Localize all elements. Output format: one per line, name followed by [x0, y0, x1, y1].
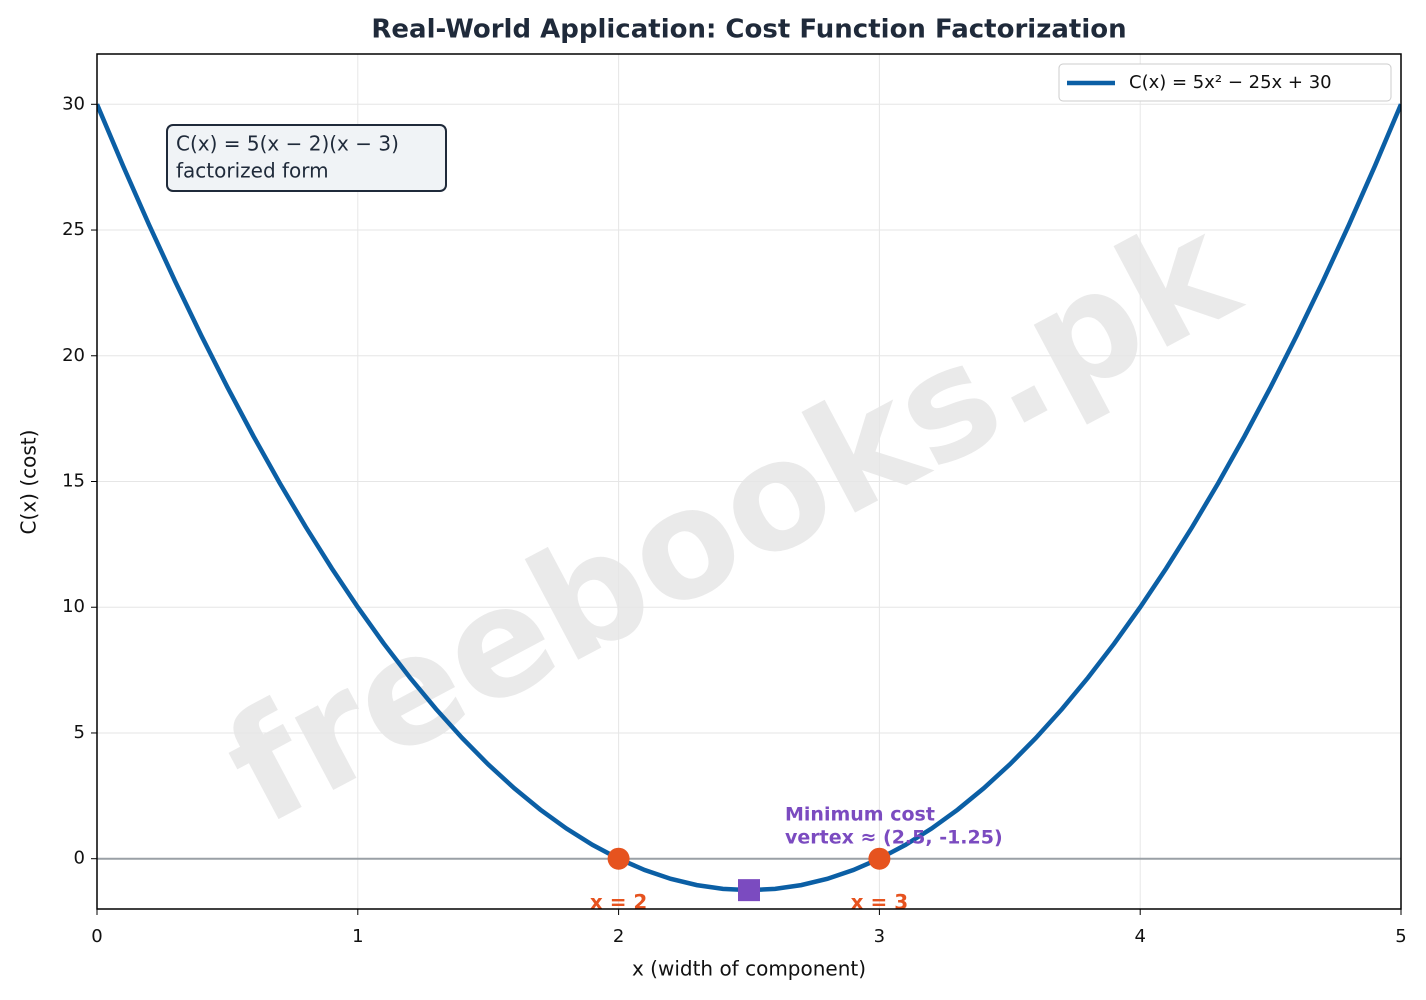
legend-label: C(x) = 5x² − 25x + 30 — [1129, 72, 1332, 93]
y-tick-label: 15 — [62, 471, 85, 492]
root-marker — [607, 847, 630, 870]
y-tick-label: 25 — [62, 219, 85, 240]
vertex-label: vertex ≈ (2.5, -1.25) — [785, 827, 1003, 849]
note-text: C(x) = 5(x − 2)(x − 3) — [176, 132, 399, 156]
vertex-label: Minimum cost — [785, 804, 935, 826]
x-tick-label: 5 — [1395, 926, 1406, 947]
chart-title: Real-World Application: Cost Function Fa… — [371, 15, 1126, 45]
x-tick-label: 3 — [874, 926, 885, 947]
y-tick-label: 20 — [62, 345, 85, 366]
legend-box — [1058, 63, 1392, 102]
watermark: freebooks.pk — [200, 182, 1264, 858]
note-box — [166, 124, 447, 192]
x-tick-label: 4 — [1134, 926, 1145, 947]
y-axis-label: C(x) (cost) — [17, 430, 41, 535]
vertex-marker — [738, 879, 760, 902]
plot-frame — [96, 53, 1402, 910]
root-label: x = 3 — [851, 890, 909, 914]
y-tick-label: 5 — [74, 722, 85, 743]
y-tick-label: 0 — [74, 848, 85, 869]
x-axis-label: x (width of component) — [632, 957, 866, 981]
x-tick-label: 0 — [91, 926, 102, 947]
y-tick-label: 10 — [62, 596, 85, 617]
root-marker — [868, 847, 891, 870]
y-tick-label: 30 — [62, 93, 85, 114]
x-tick-label: 2 — [613, 926, 624, 947]
root-label: x = 2 — [590, 890, 648, 914]
x-tick-label: 1 — [352, 926, 363, 947]
note-text: factorized form — [176, 159, 329, 183]
